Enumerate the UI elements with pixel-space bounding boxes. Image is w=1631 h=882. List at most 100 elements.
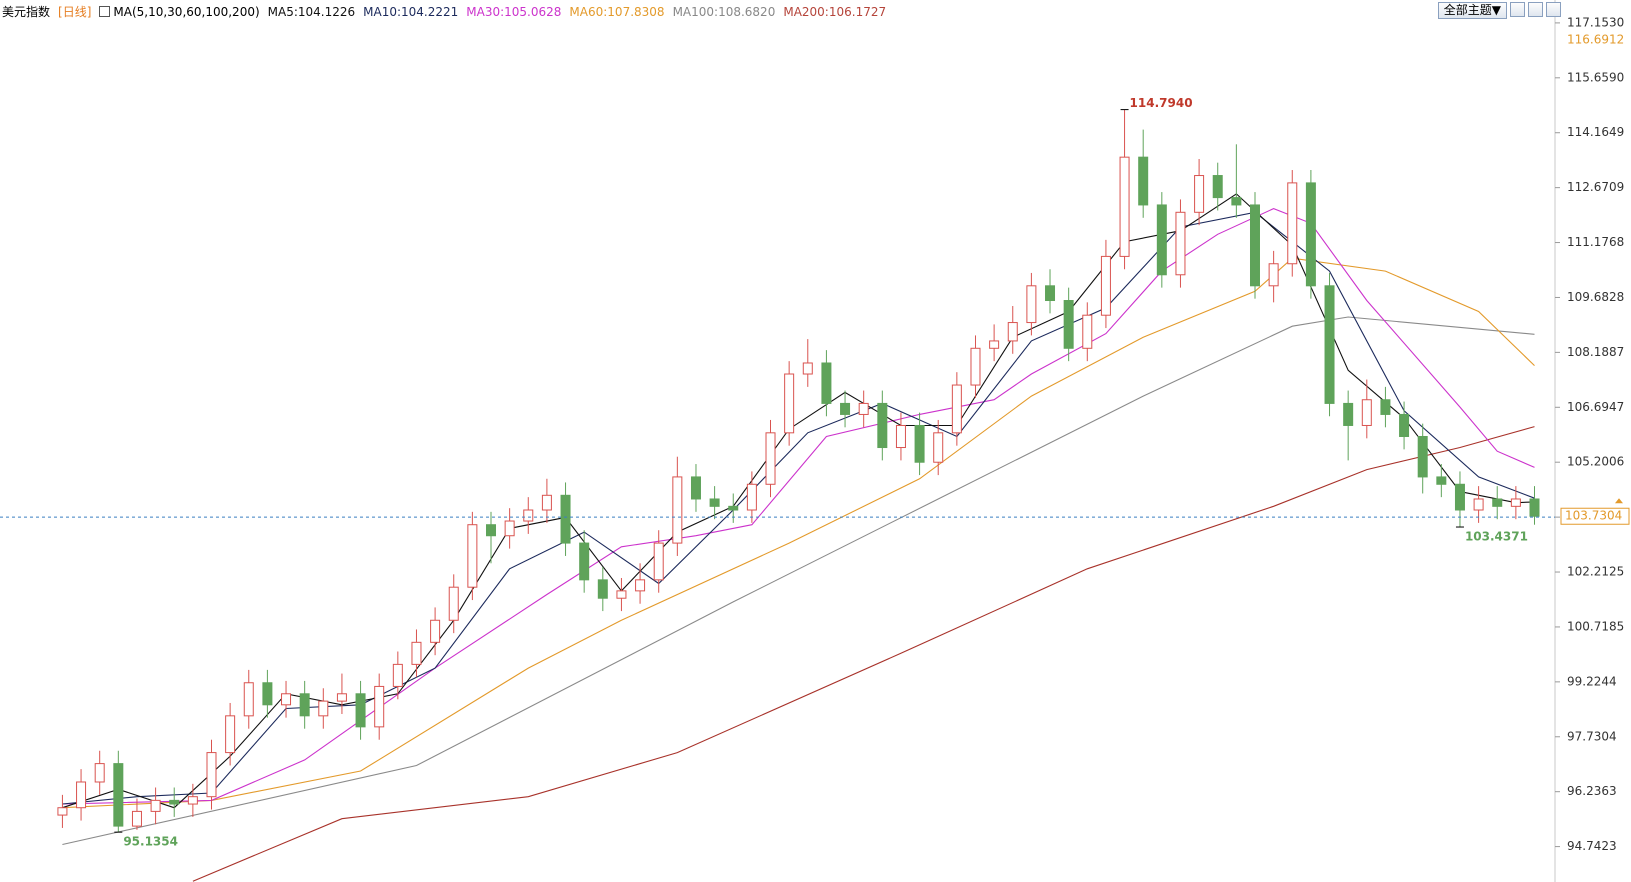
candle-body	[336, 693, 347, 702]
candle-body	[206, 752, 217, 798]
y-tick-label: 105.2006	[1567, 455, 1624, 469]
candle-body	[728, 505, 739, 511]
candle-body	[1417, 435, 1428, 478]
candle-body	[821, 362, 832, 404]
candle-body	[1119, 156, 1130, 257]
y-tick-label: 99.2244	[1567, 674, 1617, 688]
y-tick-label: 97.7304	[1567, 729, 1617, 743]
y-tick-label: 102.2125	[1567, 565, 1624, 579]
candle-body	[1156, 204, 1167, 276]
candle-body	[1063, 300, 1074, 349]
annotation-label: 103.4371	[1465, 530, 1528, 544]
icon-button[interactable]	[1546, 2, 1561, 17]
candle-body	[1026, 285, 1037, 324]
candle-body	[318, 700, 329, 717]
candle-body	[635, 579, 646, 592]
candle-body	[1231, 197, 1242, 206]
ma-readout: MA5:104.1226	[267, 4, 356, 19]
candle-body	[765, 432, 776, 485]
plot-area	[57, 109, 1540, 882]
candle-body	[169, 799, 180, 805]
candle-body	[653, 542, 664, 581]
y-tick-label: 111.1768	[1567, 235, 1624, 249]
candle-body	[76, 781, 87, 809]
candle-body	[1454, 483, 1465, 511]
candle-body	[989, 340, 1000, 349]
y-tick-label: 96.2363	[1567, 784, 1617, 798]
candle-body	[858, 402, 869, 415]
icon-button[interactable]	[1528, 2, 1543, 17]
symbol: 美元指数	[2, 5, 51, 19]
candle-body	[914, 424, 925, 463]
candle-body	[1324, 285, 1335, 404]
ma-line	[192, 426, 1535, 882]
candle-body	[541, 494, 552, 511]
candle-body	[243, 682, 254, 717]
axis-marker-label: 116.6912	[1567, 32, 1624, 46]
candle-body	[225, 715, 236, 754]
candle-body	[374, 685, 385, 728]
y-tick-label: 117.1530	[1567, 15, 1624, 29]
y-tick-label: 115.6590	[1567, 70, 1624, 84]
theme-button[interactable]: 全部主题▼	[1437, 2, 1507, 19]
candle-body	[1045, 285, 1056, 302]
candle-body	[802, 362, 813, 375]
candle-body	[1473, 498, 1484, 511]
candle-body	[1492, 498, 1503, 507]
candle-body	[1268, 263, 1279, 287]
candle-body	[1249, 204, 1260, 287]
candle-body	[355, 693, 366, 728]
y-tick-label: 94.7423	[1567, 839, 1617, 853]
candle-body	[57, 807, 68, 816]
y-tick-label: 108.1887	[1567, 345, 1624, 359]
candle-body	[1380, 399, 1391, 415]
candle-body	[970, 347, 981, 386]
candle-body	[1287, 182, 1298, 265]
y-tick-label: 112.6709	[1567, 180, 1624, 194]
candle-body	[392, 663, 403, 687]
icon-button[interactable]	[1510, 2, 1525, 17]
ma-readout: MA200:106.1727	[783, 4, 887, 19]
y-tick-label: 114.1649	[1567, 125, 1624, 139]
annotation-label: 95.1354	[123, 835, 178, 849]
candle-body	[187, 796, 198, 805]
candle-body	[895, 424, 906, 449]
candle-body	[784, 373, 795, 434]
candle-body	[150, 799, 161, 812]
candle-body	[448, 586, 459, 621]
candle-body	[1100, 255, 1111, 316]
candle-body	[951, 384, 962, 434]
candle-body	[597, 579, 608, 599]
candle-body	[523, 509, 534, 522]
candle-body	[113, 763, 124, 827]
candle-body	[1529, 498, 1540, 517]
candle-body	[1361, 399, 1372, 426]
ma-line	[62, 208, 1535, 805]
candle-body	[411, 641, 422, 665]
ma-line	[62, 193, 1535, 809]
last-price-arrow	[1615, 498, 1623, 504]
candle-body	[746, 483, 757, 511]
ma-line	[62, 316, 1535, 846]
candle-body	[1082, 314, 1093, 349]
ma-readout: MA100:108.6820	[672, 4, 776, 19]
ma-readout: MA30:105.0628	[466, 4, 562, 19]
candle-body	[1212, 175, 1223, 199]
candle-body	[690, 476, 701, 500]
ma-readout: MA60:107.8308	[569, 4, 665, 19]
candle-body	[840, 402, 851, 415]
candle-body	[1007, 322, 1018, 342]
candle-body	[579, 542, 590, 581]
last-price-box	[1560, 507, 1630, 525]
candle-body	[504, 520, 515, 537]
candle-body	[299, 693, 310, 717]
y-tick-label: 106.6947	[1567, 400, 1624, 414]
ma-line	[62, 211, 1535, 805]
candle-body	[1138, 156, 1149, 206]
last-price-label: 103.7304	[1565, 509, 1622, 523]
y-tick-label: 100.7185	[1567, 619, 1624, 633]
candle-body	[1194, 175, 1205, 213]
ma-readout: MA10:104.2221	[363, 4, 459, 19]
